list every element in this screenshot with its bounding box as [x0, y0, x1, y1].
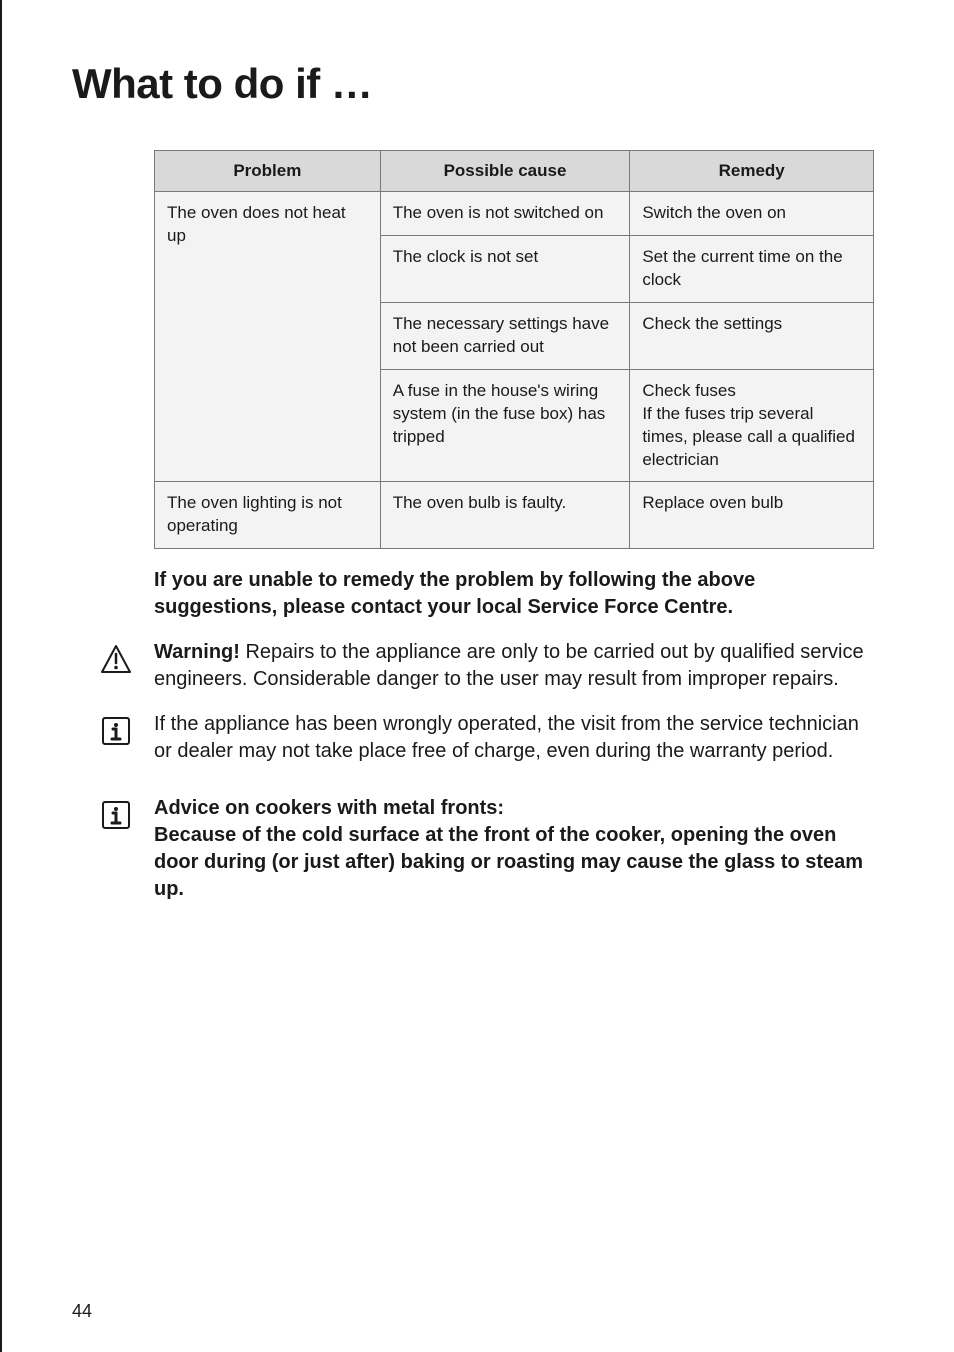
table-row: The oven does not heat up The oven is no… [155, 192, 874, 236]
cell-cause: The necessary settings have not been car… [380, 302, 630, 369]
col-header-cause: Possible cause [380, 151, 630, 192]
col-header-remedy: Remedy [630, 151, 874, 192]
cell-remedy: Check the settings [630, 302, 874, 369]
cell-cause: The oven bulb is faulty. [380, 482, 630, 549]
info-icon [98, 713, 134, 749]
table-header-row: Problem Possible cause Remedy [155, 151, 874, 192]
col-header-problem: Problem [155, 151, 381, 192]
troubleshoot-table: Problem Possible cause Remedy The oven d… [154, 150, 874, 549]
advice-block: Advice on cookers with metal fronts: Bec… [154, 795, 874, 903]
cell-remedy: Set the current time on the clock [630, 235, 874, 302]
advice-title: Advice on cookers with metal fronts: [154, 797, 504, 819]
cell-problem: The oven lighting is not operating [155, 482, 381, 549]
page-number: 44 [72, 1301, 92, 1322]
cell-remedy: Replace oven bulb [630, 482, 874, 549]
warning-triangle-icon [98, 641, 134, 677]
info-body: If the appliance has been wrongly operat… [154, 713, 859, 762]
cell-problem: The oven does not heat up [155, 192, 381, 482]
cell-cause: The clock is not set [380, 235, 630, 302]
cell-cause: The oven is not switched on [380, 192, 630, 236]
info-block-charges: If the appliance has been wrongly operat… [154, 711, 874, 765]
cell-remedy: Check fuses If the fuses trip several ti… [630, 369, 874, 482]
cell-remedy: Switch the oven on [630, 192, 874, 236]
warning-block: Warning! Repairs to the appliance are on… [154, 639, 874, 693]
advice-body: Because of the cold surface at the front… [154, 824, 863, 900]
warning-body: Repairs to the appliance are only to be … [154, 641, 864, 690]
contact-service-note: If you are unable to remedy the problem … [154, 567, 874, 621]
cell-cause: A fuse in the house's wiring system (in … [380, 369, 630, 482]
page-title: What to do if … [72, 60, 884, 108]
warning-label: Warning! [154, 641, 240, 663]
info-icon [98, 797, 134, 833]
table-row: The oven lighting is not operating The o… [155, 482, 874, 549]
